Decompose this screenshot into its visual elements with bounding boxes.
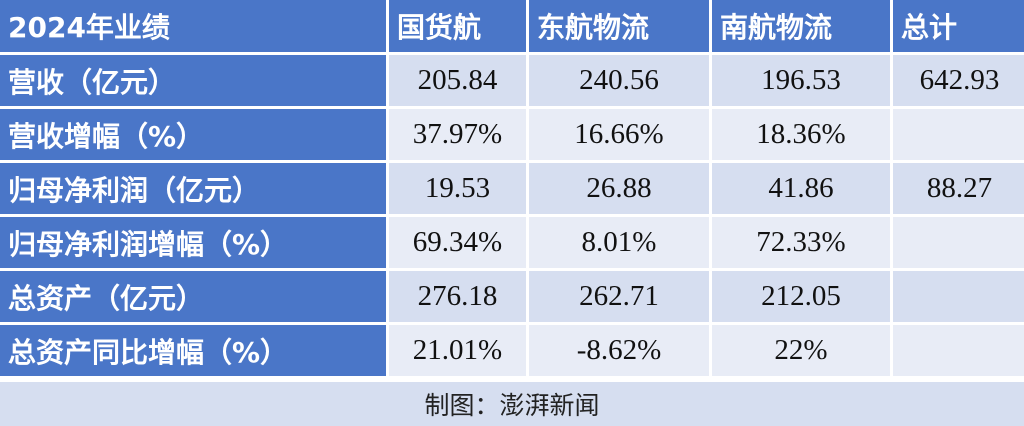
table: 2024年业绩 国货航 东航物流 南航物流 总计 营收（亿元） 205.84 240.56 19… bbox=[0, 0, 1024, 376]
data-cell: 262.71 bbox=[529, 271, 709, 322]
data-cell: 88.27 bbox=[893, 163, 1024, 214]
data-cell bbox=[893, 109, 1024, 160]
data-cell: -8.62% bbox=[529, 325, 709, 376]
data-cell: 276.18 bbox=[389, 271, 526, 322]
row-label: 总资产同比增幅（%） bbox=[0, 325, 386, 376]
header-cell: 南航物流 bbox=[712, 0, 890, 52]
source-note: 制图：澎湃新闻 bbox=[0, 382, 1024, 426]
data-cell: 19.53 bbox=[389, 163, 526, 214]
data-cell: 16.66% bbox=[529, 109, 709, 160]
data-cell: 72.33% bbox=[712, 217, 890, 268]
row-label: 营收（亿元） bbox=[0, 55, 386, 106]
row-label: 归母净利润增幅（%） bbox=[0, 217, 386, 268]
data-cell: 37.97% bbox=[389, 109, 526, 160]
data-cell: 22% bbox=[712, 325, 890, 376]
row-label: 归母净利润（亿元） bbox=[0, 163, 386, 214]
data-cell: 212.05 bbox=[712, 271, 890, 322]
data-cell: 18.36% bbox=[712, 109, 890, 160]
header-cell: 总计 bbox=[893, 0, 1024, 52]
header-cell: 国货航 bbox=[389, 0, 526, 52]
data-cell bbox=[893, 217, 1024, 268]
data-cell: 26.88 bbox=[529, 163, 709, 214]
header-cell: 2024年业绩 bbox=[0, 0, 386, 52]
data-cell: 196.53 bbox=[712, 55, 890, 106]
data-cell: 8.01% bbox=[529, 217, 709, 268]
header-cell: 东航物流 bbox=[529, 0, 709, 52]
data-cell: 240.56 bbox=[529, 55, 709, 106]
data-cell: 642.93 bbox=[893, 55, 1024, 106]
data-cell bbox=[893, 325, 1024, 376]
data-cell: 205.84 bbox=[389, 55, 526, 106]
row-label: 总资产（亿元） bbox=[0, 271, 386, 322]
data-cell: 21.01% bbox=[389, 325, 526, 376]
data-cell: 69.34% bbox=[389, 217, 526, 268]
row-label: 营收增幅（%） bbox=[0, 109, 386, 160]
data-cell: 41.86 bbox=[712, 163, 890, 214]
data-cell bbox=[893, 271, 1024, 322]
